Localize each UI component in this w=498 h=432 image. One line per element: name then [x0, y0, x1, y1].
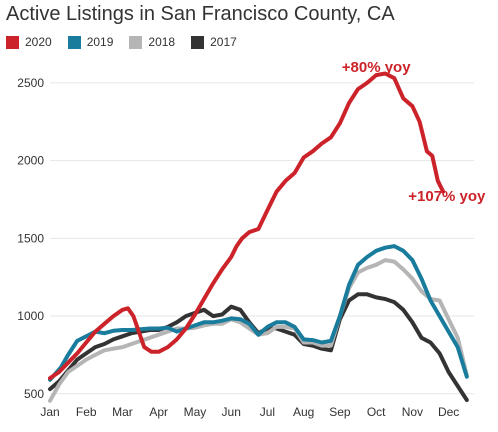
- legend-item-2019[interactable]: 2019: [67, 35, 114, 49]
- y-tick-label-500: 500: [24, 387, 44, 401]
- y-tick-label-1000: 1000: [17, 309, 44, 323]
- legend-label-2019: 2019: [86, 35, 114, 49]
- x-tick-label-may: May: [184, 405, 207, 419]
- axis-layer: 500 1000 1500 2000 2500 Jan Feb Mar Apr May Jun Jul…: [17, 76, 459, 419]
- x-tick-label-apr: Apr: [149, 405, 168, 419]
- x-tick-label-mar: Mar: [112, 405, 133, 419]
- series-line-2020[interactable]: [48, 71, 446, 381]
- legend-swatch-2017: [191, 35, 205, 49]
- x-tick-label-aug: Aug: [293, 405, 314, 419]
- legend-label-2020: 2020: [25, 35, 52, 49]
- annotation-0: +80% yoy: [342, 59, 411, 76]
- y-tick-label-1500: 1500: [17, 231, 44, 245]
- annotation-layer: +80% yoy +107% yoy: [342, 59, 486, 205]
- x-tick-label-sep: Sep: [329, 405, 351, 419]
- x-tick-label-oct: Oct: [367, 405, 386, 419]
- x-tick-label-feb: Feb: [76, 405, 97, 419]
- legend-item-2018[interactable]: 2018: [129, 35, 175, 49]
- x-tick-label-jan: Jan: [40, 405, 59, 419]
- x-tick-label-dec: Dec: [438, 405, 459, 419]
- x-tick-label-jun: Jun: [222, 405, 241, 419]
- legend-item-2020[interactable]: 2020: [6, 35, 52, 49]
- x-tick-label-jul: Jul: [260, 405, 275, 419]
- legend-item-2017[interactable]: 2017: [191, 35, 237, 49]
- legend: 2020 2019 2018 2017: [6, 35, 237, 49]
- y-tick-label-2500: 2500: [17, 76, 44, 90]
- x-tick-label-nov: Nov: [402, 405, 423, 419]
- legend-label-2017: 2017: [210, 35, 237, 49]
- legend-swatch-2018: [129, 35, 143, 49]
- legend-swatch-2019: [67, 35, 81, 49]
- legend-swatch-2020: [6, 35, 19, 49]
- annotation-1: +107% yoy: [408, 188, 486, 205]
- y-tick-label-2000: 2000: [17, 154, 44, 168]
- series-layer: [48, 71, 469, 403]
- series-line-2019[interactable]: [48, 244, 469, 382]
- grid-layer: [50, 82, 474, 395]
- chart-title: Active Listings in San Francisco County,…: [6, 3, 395, 25]
- legend-label-2018: 2018: [148, 35, 176, 49]
